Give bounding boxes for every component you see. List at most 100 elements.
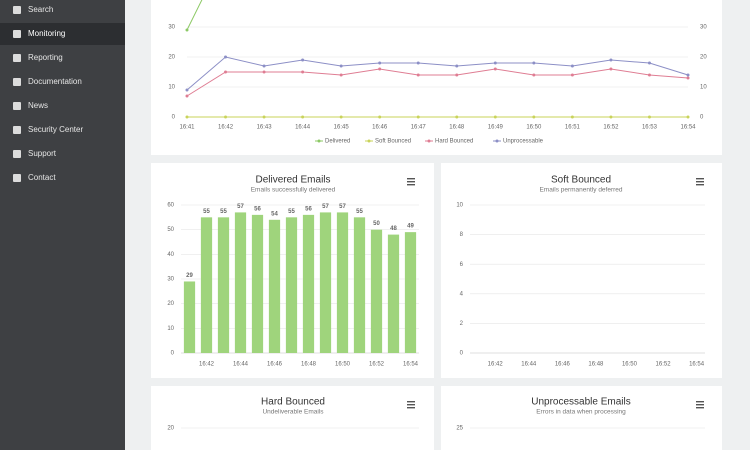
nav-icon [13,54,21,62]
nav-label: Support [28,149,57,158]
y-tick-label: 30 [167,277,174,283]
nav-icon [13,30,21,38]
y2-tick-label: 10 [700,85,707,91]
line-series [186,68,689,97]
y-tick-label: 20 [167,426,174,432]
bar [183,281,196,353]
x-tick-label: 16:42 [488,362,504,368]
y-tick-label: 10 [168,85,175,91]
nav-item[interactable]: Documentation [0,71,125,93]
menu-icon [696,178,704,180]
y-tick-label: 2 [460,321,464,327]
point [493,115,497,119]
data-label: 54 [271,211,278,217]
nav-label: Contact [28,173,56,182]
point [185,94,189,98]
y-tick-label: 20 [168,55,175,61]
point [609,58,613,62]
x-tick-label: 16:46 [267,362,283,368]
nav-icon [13,126,21,134]
x-tick-label: 16:48 [301,362,317,368]
x-tick-label: 16:48 [588,362,604,368]
data-label: 55 [288,209,295,215]
point [455,73,459,77]
chart-subtitle: Emails permanently deferred [539,187,622,194]
x-tick-label: 16:45 [334,125,350,131]
point [301,115,305,119]
point [493,61,497,65]
y-tick-label: 0 [460,351,464,357]
nav-icon [13,102,21,110]
bar [302,214,315,353]
point [339,64,343,68]
nav-item[interactable]: News [0,95,125,117]
x-tick-label: 16:52 [656,362,672,368]
y2-tick-label: 20 [700,55,707,61]
point [378,67,382,71]
point [301,70,305,74]
nav-item[interactable]: Support [0,143,125,165]
point [570,115,574,119]
y2-tick-label: 0 [700,115,704,121]
y-tick-label: 30 [168,25,175,31]
chart-subtitle: Errors in data when processing [536,409,626,416]
data-label: 57 [322,204,329,210]
y-tick-label: 10 [456,203,463,209]
menu-icon [407,181,415,183]
nav-label: News [28,101,49,110]
bar [319,212,332,353]
point [455,115,459,119]
point [301,58,305,62]
data-label: 55 [203,209,210,215]
nav-item[interactable]: Contact [0,167,125,189]
data-label: 57 [339,204,346,210]
menu-icon [407,407,415,409]
y-tick-label: 50 [167,227,174,233]
y-tick-label: 8 [460,232,464,238]
card [441,386,722,450]
nav-item[interactable]: Security Center [0,119,125,141]
data-label: 49 [407,224,414,230]
point [532,61,536,65]
point [686,115,690,119]
nav-item[interactable]: Reporting [0,47,125,69]
point [378,61,382,65]
nav-item[interactable]: Search [0,0,125,21]
nav-item[interactable]: Monitoring [0,23,125,45]
point [455,64,459,68]
bar [251,214,264,353]
point [339,115,343,119]
nav-icon [13,174,21,182]
nav-icon [13,150,21,158]
y-tick-label: 25 [456,426,463,432]
legend-label: Soft Bounced [375,139,411,145]
y-tick-label: 6 [460,262,464,268]
sidebar: Search Monitoring Reporting Documentation Ne… [0,0,125,450]
bar [353,217,366,353]
point [262,64,266,68]
bar [387,234,400,353]
menu-icon [407,404,415,406]
x-tick-label: 16:51 [565,125,581,131]
line-series [186,56,689,91]
menu-icon [407,178,415,180]
x-tick-label: 16:50 [622,362,638,368]
bar [217,217,230,353]
data-label: 48 [390,226,397,232]
point [570,73,574,77]
point [262,115,266,119]
point [416,61,420,65]
chart-subtitle: Undeliverable Emails [262,409,324,416]
x-tick-label: 16:48 [449,125,465,131]
x-tick-label: 16:42 [218,125,234,131]
x-tick-label: 16:53 [642,125,658,131]
point [532,115,536,119]
point [570,64,574,68]
card [151,386,434,450]
data-label: 50 [373,221,380,227]
y-tick-label: 60 [167,203,174,209]
x-tick-label: 16:44 [295,125,311,131]
point [532,73,536,77]
legend-dot [367,139,371,143]
x-tick-label: 16:43 [257,125,273,131]
